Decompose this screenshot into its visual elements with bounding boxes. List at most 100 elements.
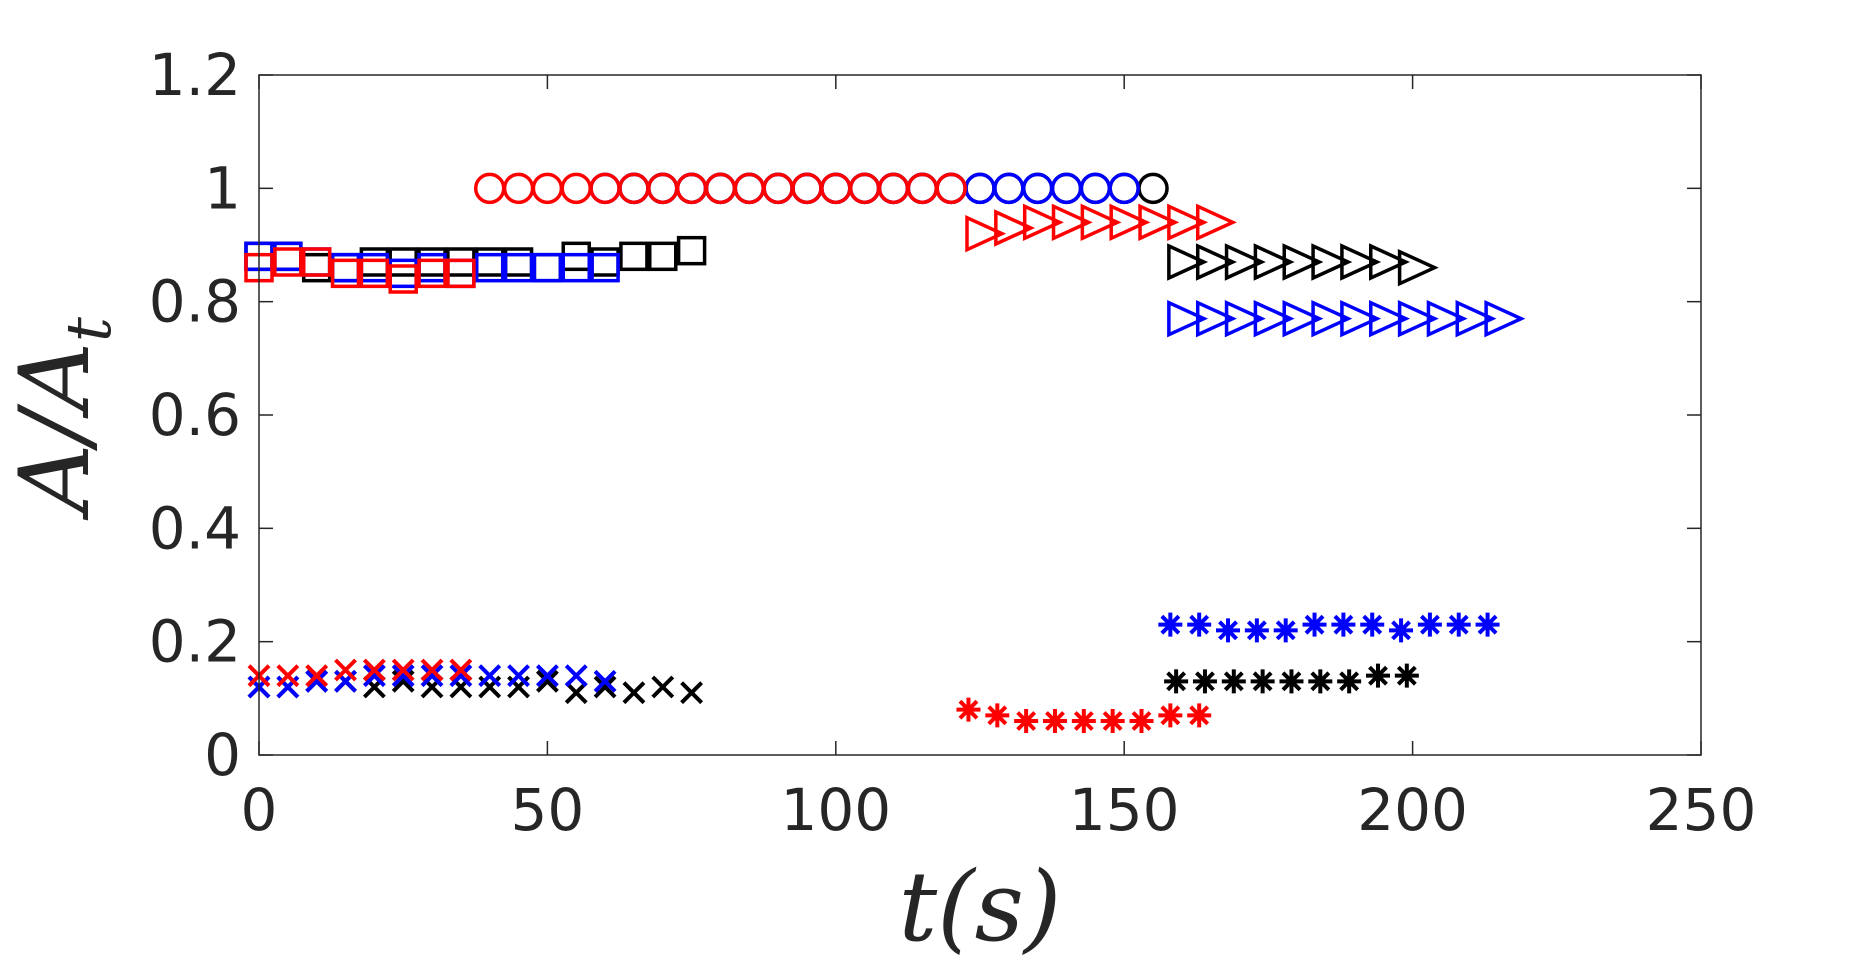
circle-marker [791,172,823,205]
triangle-right-marker [1022,203,1064,242]
square-marker [301,247,332,277]
y-axis-label-main: A/A [0,342,111,521]
square-marker [446,258,476,289]
asterisk-marker [1250,669,1275,694]
square-marker [532,252,563,283]
asterisk-marker [1331,612,1356,637]
series-triangle-blue [1167,299,1526,338]
asterisk-marker [985,703,1010,728]
triangle-right-marker [1311,299,1353,338]
x-marker [507,664,530,688]
asterisk-marker [1042,709,1067,733]
y-tick-label: 0.4 [149,494,241,562]
square-marker [273,241,303,272]
triangle-right-marker [1253,299,1295,338]
x-marker [391,658,415,682]
asterisk-marker [1216,618,1241,643]
circle-marker [675,172,708,205]
x-marker [449,658,473,682]
square-marker [474,252,505,283]
circle-marker [848,172,881,205]
x-marker [334,658,357,682]
square-marker [474,247,505,277]
square-marker [503,247,534,277]
circle-marker [993,172,1025,205]
asterisk-marker [1221,669,1246,694]
x-marker [622,681,646,705]
circle-marker [762,172,794,205]
x-marker [420,664,444,688]
circle-marker [502,172,535,205]
asterisk-marker [1158,703,1183,728]
asterisk-marker [1071,709,1096,733]
triangle-right-marker [1455,299,1497,338]
series-triangle-black [1167,243,1439,287]
y-axis-label-subscript: t [52,317,125,342]
asterisk-marker [1279,669,1304,694]
y-axis-label-group: A/At [0,317,125,521]
x-tick-label: 150 [1069,776,1180,844]
circle-marker [906,172,939,205]
asterisk-marker [1417,612,1442,637]
y-tick-label: 0 [204,721,241,789]
square-marker [561,252,591,283]
x-marker [535,669,559,693]
y-tick-label: 1.2 [149,41,241,109]
circle-marker [1050,172,1083,205]
series-square-red [244,247,476,294]
y-tick-label: 1 [204,154,241,222]
triangle-right-marker [1167,243,1209,281]
asterisk-marker [1394,663,1419,688]
triangle-right-marker [994,209,1036,247]
y-tick-label: 0.8 [149,268,241,336]
square-marker [273,247,303,277]
x-marker [362,664,386,688]
series-asterisk-black [1164,663,1419,694]
asterisk-marker [1446,612,1471,637]
asterisk-marker [1360,612,1385,637]
square-marker [619,241,649,272]
square-marker [301,252,332,283]
circle-marker [820,172,852,205]
asterisk-marker [1187,612,1212,637]
square-marker [388,264,418,294]
circle-marker [733,172,766,205]
circle-marker [560,172,592,205]
triangle-right-marker [1397,248,1439,287]
marker-layer [244,172,1526,733]
square-marker [301,247,332,277]
circle-marker [589,172,621,205]
x-marker [680,681,704,705]
asterisk-marker [1308,669,1333,694]
asterisk-marker [956,697,981,722]
x-marker [420,658,444,682]
x-marker [535,664,559,688]
circle-marker [473,172,506,205]
square-marker [503,252,534,283]
y-axis-label: A/At [0,317,125,521]
asterisk-marker [1244,618,1269,643]
x-marker [593,669,617,693]
circle-marker [935,172,967,205]
square-marker [590,247,620,277]
triangle-right-marker [1426,299,1468,338]
x-marker [651,675,675,699]
asterisk-marker [1129,709,1154,733]
square-marker [417,258,447,289]
triangle-right-marker [1340,243,1382,281]
series-asterisk-blue [1158,612,1500,643]
asterisk-marker [1158,612,1183,637]
tick-layer: 0 50 100 150 200 250 0 0.2 0.4 0.6 0.8 1 1.2 [149,41,1757,844]
triangle-right-marker [1311,243,1353,281]
asterisk-marker [1014,709,1039,733]
triangle-right-marker [1080,203,1122,242]
circle-marker [1108,172,1140,205]
square-marker [590,252,620,283]
triangle-right-marker [1167,299,1209,338]
circle-marker [618,172,650,205]
circle-marker [1021,172,1054,205]
x-tick-label: 50 [510,776,584,844]
x-marker [362,658,386,682]
square-marker [648,241,678,272]
triangle-right-marker [1195,299,1237,338]
